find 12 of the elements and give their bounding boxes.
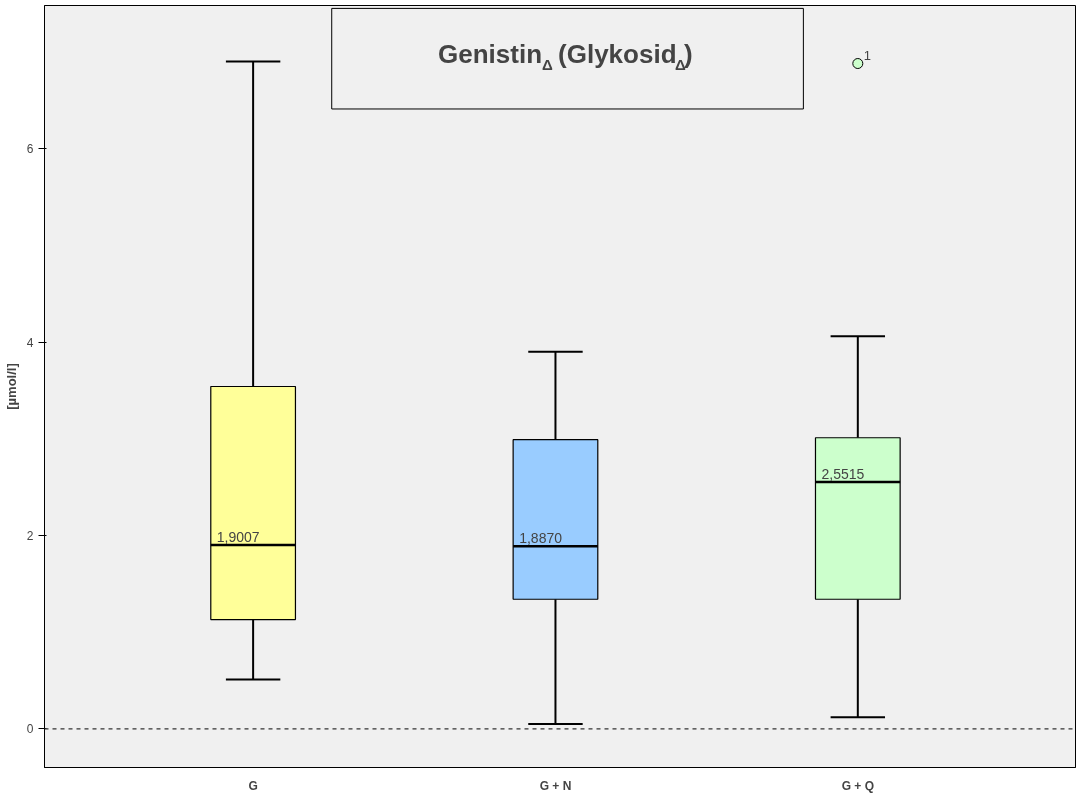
y-axis-title: [µmol/l] xyxy=(3,363,19,410)
text: 1,8870 xyxy=(519,530,563,547)
annotation: 1 xyxy=(863,47,872,63)
text: 2,5515 xyxy=(821,466,865,483)
x-tick-label: G xyxy=(248,778,258,793)
y-tick-label: 2 xyxy=(26,528,34,543)
y-tick-label: 4 xyxy=(26,335,34,350)
x-tick-label: G + Q xyxy=(841,778,874,793)
x-tick-label: G + N xyxy=(539,778,572,793)
y-tick-label: 6 xyxy=(26,142,34,157)
y-tick-label: 0 xyxy=(26,722,34,737)
text: 1,9007 xyxy=(216,529,260,546)
